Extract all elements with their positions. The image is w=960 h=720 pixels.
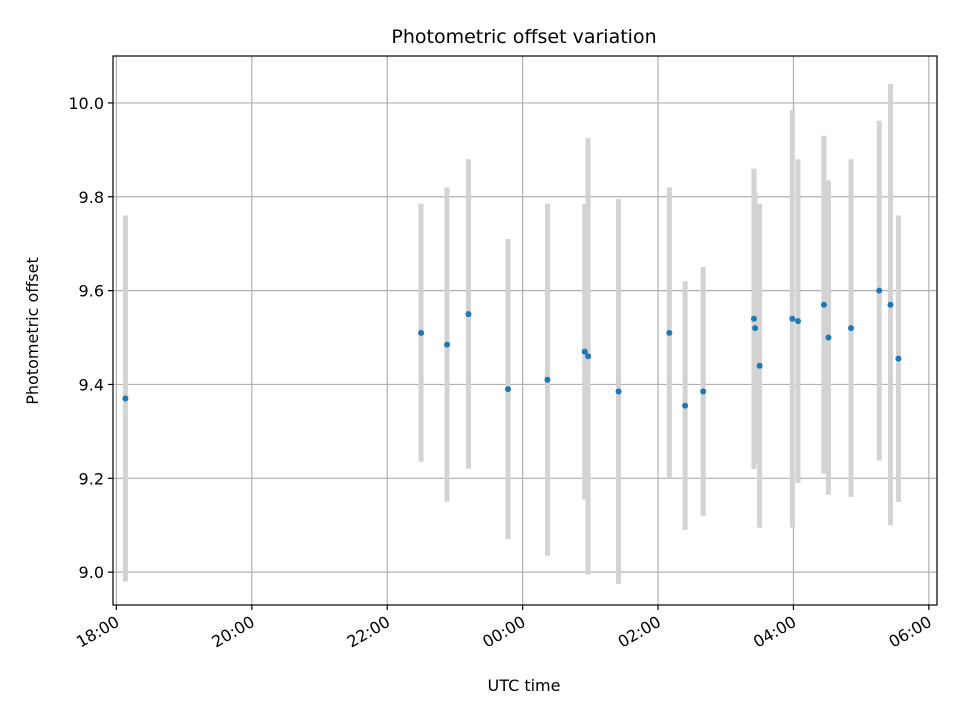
data-point: [700, 388, 707, 395]
y-axis-ticks: 9.0 9.2 9.4 9.6 9.8 10.0: [68, 94, 113, 582]
data-points: [122, 287, 902, 409]
y-tick-label: 9.2: [79, 469, 104, 488]
data-point: [820, 301, 827, 308]
plot-frame: [112, 55, 938, 606]
y-tick-label: 9.0: [79, 563, 104, 582]
y-axis-label: Photometric offset: [23, 257, 42, 405]
data-point: [895, 355, 902, 362]
data-point: [876, 287, 883, 294]
data-point: [544, 376, 551, 383]
data-point: [581, 348, 588, 355]
data-point: [789, 315, 796, 322]
data-point: [887, 301, 894, 308]
y-tick-label: 9.4: [79, 375, 104, 394]
chart-title: Photometric offset variation: [391, 26, 656, 48]
data-point: [465, 311, 472, 318]
data-point: [122, 395, 129, 402]
y-tick-label: 9.8: [79, 188, 104, 207]
data-point: [750, 315, 757, 322]
data-point: [504, 386, 511, 393]
data-point: [444, 341, 451, 348]
data-point: [585, 353, 592, 360]
data-point: [666, 329, 673, 336]
y-tick-label: 10.0: [68, 94, 104, 113]
x-axis-label: UTC time: [488, 676, 561, 695]
data-point: [752, 325, 759, 332]
data-point: [825, 334, 832, 341]
data-point: [756, 362, 763, 369]
data-point: [615, 388, 622, 395]
data-point: [418, 329, 425, 336]
data-point: [682, 402, 689, 409]
y-tick-label: 9.6: [79, 282, 104, 301]
data-point: [794, 318, 801, 325]
data-point: [848, 325, 855, 332]
